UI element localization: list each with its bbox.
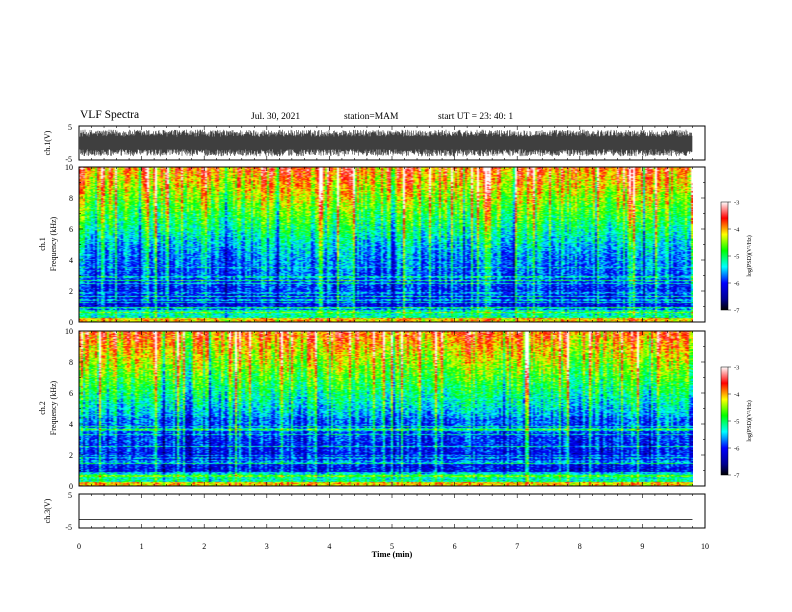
- frequency-tick-label: 4: [69, 420, 73, 429]
- time-tick-label: 10: [701, 542, 709, 551]
- ch1-colorbar: -3 -4 -5 -6 -7 log(PSD)(V²/Hz): [720, 200, 753, 315]
- frequency-tick-label: 10: [65, 327, 73, 336]
- ch1-spectrogram-panel: 0 2 4 6 8 10 ch.1 Frequency (kHz): [38, 163, 706, 327]
- station-label: station=MAM: [344, 112, 399, 122]
- time-axis-ticks: [78, 126, 706, 528]
- colorbar-tick-label: -7: [734, 308, 740, 315]
- ch1-colorbar-ticks: -3 -4 -5 -6 -7: [728, 200, 740, 315]
- frequency-tick-label: 8: [69, 358, 73, 367]
- time-axis-label: Time (min): [372, 549, 413, 559]
- frequency-tick-label: 2: [69, 451, 73, 460]
- time-tick-label: 4: [327, 542, 331, 551]
- time-tick-label: 3: [265, 542, 269, 551]
- ch1-colorbar-gradient: [720, 201, 729, 311]
- frequency-tick-label: 10: [65, 163, 73, 172]
- ch1-ytick-bottom: -5: [65, 155, 72, 164]
- time-tick-label: 8: [578, 542, 582, 551]
- ch1-waveform-ylabel: ch.1(V): [43, 130, 52, 155]
- time-tick-label: 0: [77, 542, 81, 551]
- ch1-ylabel-frequency: Frequency (kHz): [49, 216, 58, 271]
- ch1-ylabel-channel: ch.1: [38, 237, 47, 251]
- time-tick-label: 2: [202, 542, 206, 551]
- time-tick-label: 6: [453, 542, 457, 551]
- ch2-frequency-ticks: 0 2 4 6 8 10: [65, 327, 705, 491]
- ch1-colorbar-label: log(PSD)(V²/Hz): [746, 235, 753, 276]
- colorbar-tick-label: -3: [734, 365, 739, 372]
- ch2-colorbar: -3 -4 -5 -6 -7 log(PSD)(V²/Hz): [720, 365, 753, 480]
- frequency-tick-label: 6: [69, 389, 73, 398]
- ch2-colorbar-label: log(PSD)(V²/Hz): [746, 400, 753, 441]
- ch1-waveform-panel: 5 -5 ch.1(V): [43, 123, 706, 164]
- ch1-waveform-trace: [79, 129, 693, 157]
- frequency-tick-label: 0: [69, 318, 73, 327]
- colorbar-tick-label: -3: [734, 200, 739, 207]
- colorbar-tick-label: -7: [734, 473, 740, 480]
- ch3-ytick-top: 5: [68, 491, 72, 500]
- date-label: Jul. 30, 2021: [251, 112, 301, 122]
- ch1-waveform-path: [79, 129, 693, 157]
- ch3-waveform-frame: [78, 493, 706, 529]
- ch2-spectrogram-image: [79, 331, 693, 486]
- time-tick-label: 1: [140, 542, 144, 551]
- start-time-label: start UT = 23: 40: 1: [438, 112, 514, 122]
- ch2-ylabel-frequency: Frequency (kHz): [49, 380, 58, 435]
- ch3-waveform-panel: 5 -5 ch.3(V): [43, 491, 706, 532]
- colorbar-tick-label: -4: [734, 392, 740, 399]
- frequency-tick-label: 0: [69, 482, 73, 491]
- ch2-ylabel-channel: ch.2: [38, 401, 47, 415]
- ch2-colorbar-ticks: -3 -4 -5 -6 -7: [728, 365, 740, 480]
- time-tick-label: 7: [515, 542, 519, 551]
- frequency-tick-label: 2: [69, 287, 73, 296]
- colorbar-tick-label: -5: [734, 254, 739, 261]
- colorbar-tick-label: -6: [734, 281, 740, 288]
- ch3-waveform-ylabel: ch.3(V): [43, 498, 52, 523]
- frequency-tick-label: 6: [69, 225, 73, 234]
- time-tick-label: 9: [640, 542, 644, 551]
- chart-title: VLF Spectra: [80, 109, 140, 121]
- ch1-frequency-ticks: 0 2 4 6 8 10: [65, 163, 705, 327]
- time-axis-tick-labels: 0 1 2 3 4 5 6 7 8 9 10: [77, 542, 709, 551]
- colorbar-tick-label: -4: [734, 227, 740, 234]
- frequency-tick-label: 8: [69, 194, 73, 203]
- time-tick-label: 5: [390, 542, 394, 551]
- colorbar-tick-label: -6: [734, 446, 740, 453]
- ch2-colorbar-gradient: [720, 366, 729, 476]
- ch1-spectrogram-image: [79, 167, 693, 322]
- frequency-tick-label: 4: [69, 256, 73, 265]
- ch1-ytick-top: 5: [68, 123, 72, 132]
- ch2-spectrogram-panel: 0 2 4 6 8 10 ch.2 Frequency (kHz): [38, 327, 706, 491]
- colorbar-tick-label: -5: [734, 419, 739, 426]
- ch3-ytick-bottom: -5: [65, 523, 72, 532]
